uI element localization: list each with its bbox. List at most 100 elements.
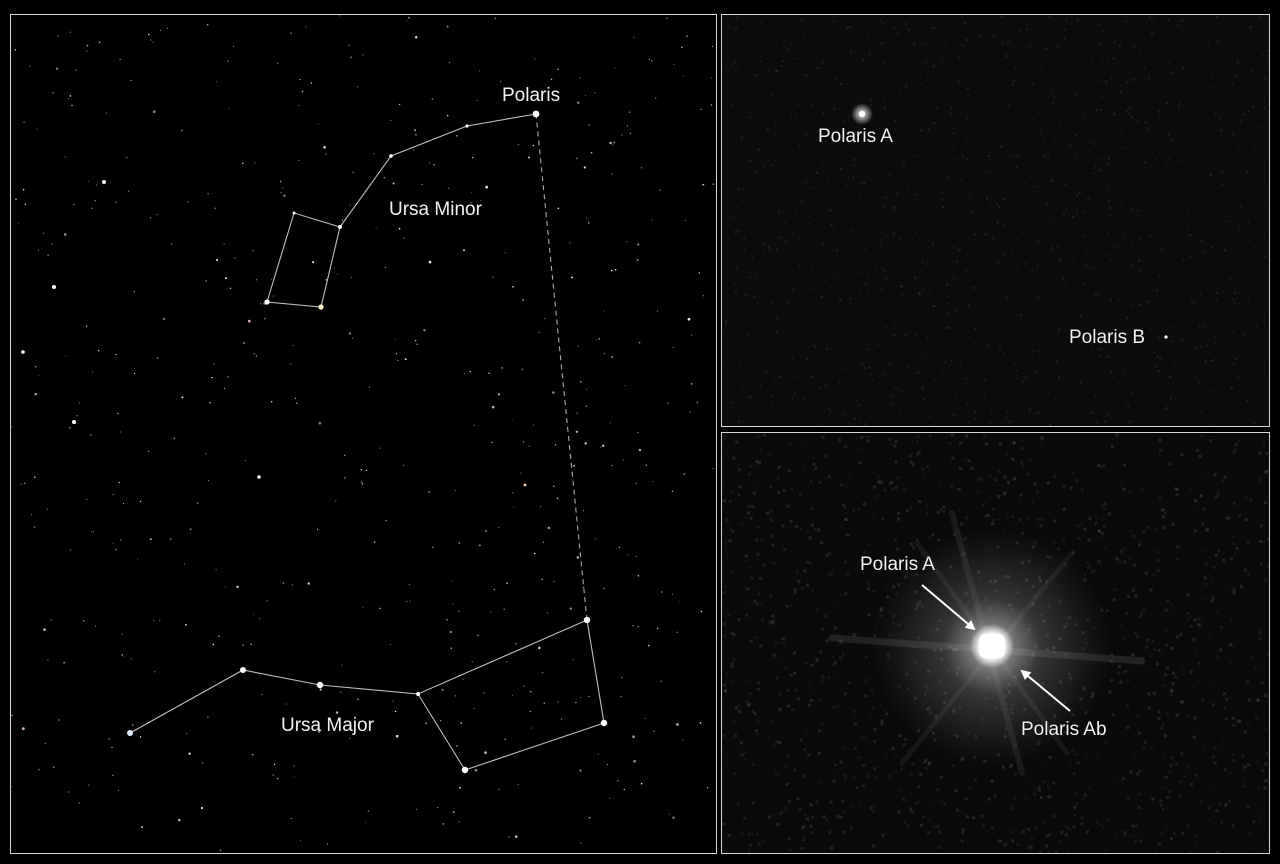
- noise-pixel: [1087, 538, 1091, 542]
- background-star: [24, 203, 27, 206]
- noise-pixel: [1002, 224, 1005, 227]
- noise-pixel: [807, 788, 810, 791]
- background-star: [86, 50, 88, 52]
- noise-pixel: [779, 641, 782, 644]
- noise-pixel: [940, 487, 943, 490]
- noise-pixel: [798, 144, 801, 147]
- background-star: [415, 134, 417, 136]
- noise-pixel: [1131, 141, 1133, 143]
- noise-pixel: [1204, 550, 1207, 553]
- noise-pixel: [1152, 30, 1155, 33]
- noise-pixel: [1266, 57, 1268, 59]
- noise-pixel: [1248, 297, 1250, 300]
- noise-pixel: [1056, 95, 1058, 97]
- noise-pixel: [1166, 406, 1169, 409]
- noise-pixel: [1099, 563, 1102, 566]
- noise-pixel: [868, 543, 871, 546]
- noise-pixel: [943, 84, 945, 86]
- noise-pixel: [1230, 557, 1234, 561]
- background-star: [154, 671, 156, 673]
- noise-pixel: [1108, 690, 1112, 694]
- noise-pixel: [856, 266, 858, 268]
- noise-pixel: [775, 316, 778, 319]
- noise-pixel: [826, 288, 828, 290]
- noise-pixel: [957, 80, 960, 83]
- noise-pixel: [1210, 630, 1213, 633]
- noise-pixel: [1135, 665, 1138, 668]
- noise-pixel: [810, 815, 814, 819]
- noise-pixel: [1150, 32, 1153, 35]
- noise-pixel: [739, 78, 742, 81]
- background-star: [183, 563, 185, 565]
- noise-pixel: [771, 621, 775, 625]
- background-star: [512, 492, 514, 494]
- background-star: [454, 695, 457, 697]
- star-dubhe: [583, 616, 591, 624]
- noise-pixel: [889, 541, 892, 544]
- noise-pixel: [1210, 614, 1213, 617]
- background-star: [36, 128, 38, 130]
- noise-pixel: [995, 303, 997, 305]
- noise-pixel: [1005, 55, 1008, 58]
- noise-pixel: [1128, 208, 1131, 210]
- noise-pixel: [1257, 788, 1261, 792]
- noise-pixel: [960, 839, 964, 843]
- noise-pixel: [1260, 671, 1263, 674]
- noise-pixel: [932, 65, 935, 67]
- noise-pixel: [1070, 72, 1072, 74]
- noise-pixel: [1224, 717, 1228, 721]
- noise-pixel: [1237, 58, 1239, 60]
- background-star: [542, 541, 545, 544]
- noise-pixel: [893, 334, 896, 336]
- noise-pixel: [824, 542, 827, 545]
- noise-pixel: [939, 158, 941, 160]
- noise-pixel: [1078, 298, 1080, 300]
- noise-pixel: [772, 561, 776, 565]
- noise-pixel: [932, 833, 935, 836]
- noise-pixel: [873, 804, 876, 807]
- background-star: [651, 219, 653, 221]
- noise-pixel: [991, 95, 994, 97]
- noise-pixel: [894, 460, 898, 464]
- noise-pixel: [1193, 301, 1196, 304]
- noise-pixel: [1098, 24, 1100, 26]
- noise-pixel: [1216, 491, 1220, 495]
- noise-pixel: [1260, 217, 1263, 220]
- noise-pixel: [819, 286, 821, 288]
- noise-pixel: [871, 206, 873, 208]
- background-star: [452, 603, 454, 605]
- background-star: [75, 69, 77, 71]
- noise-pixel: [943, 802, 946, 805]
- noise-pixel: [997, 205, 1000, 208]
- noise-pixel: [741, 832, 745, 836]
- noise-pixel: [952, 343, 954, 345]
- noise-pixel: [774, 313, 776, 315]
- noise-pixel: [846, 26, 848, 29]
- noise-pixel: [1033, 482, 1037, 486]
- noise-pixel: [1229, 617, 1233, 621]
- noise-pixel: [1121, 481, 1124, 484]
- noise-pixel: [812, 456, 815, 459]
- noise-pixel: [1084, 337, 1087, 340]
- noise-pixel: [802, 774, 805, 778]
- noise-pixel: [1204, 250, 1207, 253]
- background-star: [701, 184, 703, 186]
- noise-pixel: [873, 198, 875, 200]
- noise-pixel: [1118, 561, 1122, 565]
- noise-pixel: [1120, 623, 1123, 626]
- noise-pixel: [864, 736, 867, 739]
- noise-pixel: [1102, 408, 1105, 411]
- noise-pixel: [1255, 761, 1259, 765]
- noise-pixel: [1123, 636, 1127, 640]
- noise-pixel: [843, 773, 847, 777]
- noise-pixel: [737, 68, 740, 71]
- noise-pixel: [1146, 525, 1150, 529]
- star-misc: [257, 475, 261, 479]
- noise-pixel: [794, 663, 797, 666]
- noise-pixel: [1048, 756, 1052, 759]
- noise-pixel: [1164, 673, 1167, 677]
- noise-pixel: [1060, 444, 1063, 447]
- background-star: [628, 111, 631, 113]
- noise-pixel: [920, 129, 923, 132]
- background-star: [610, 269, 613, 272]
